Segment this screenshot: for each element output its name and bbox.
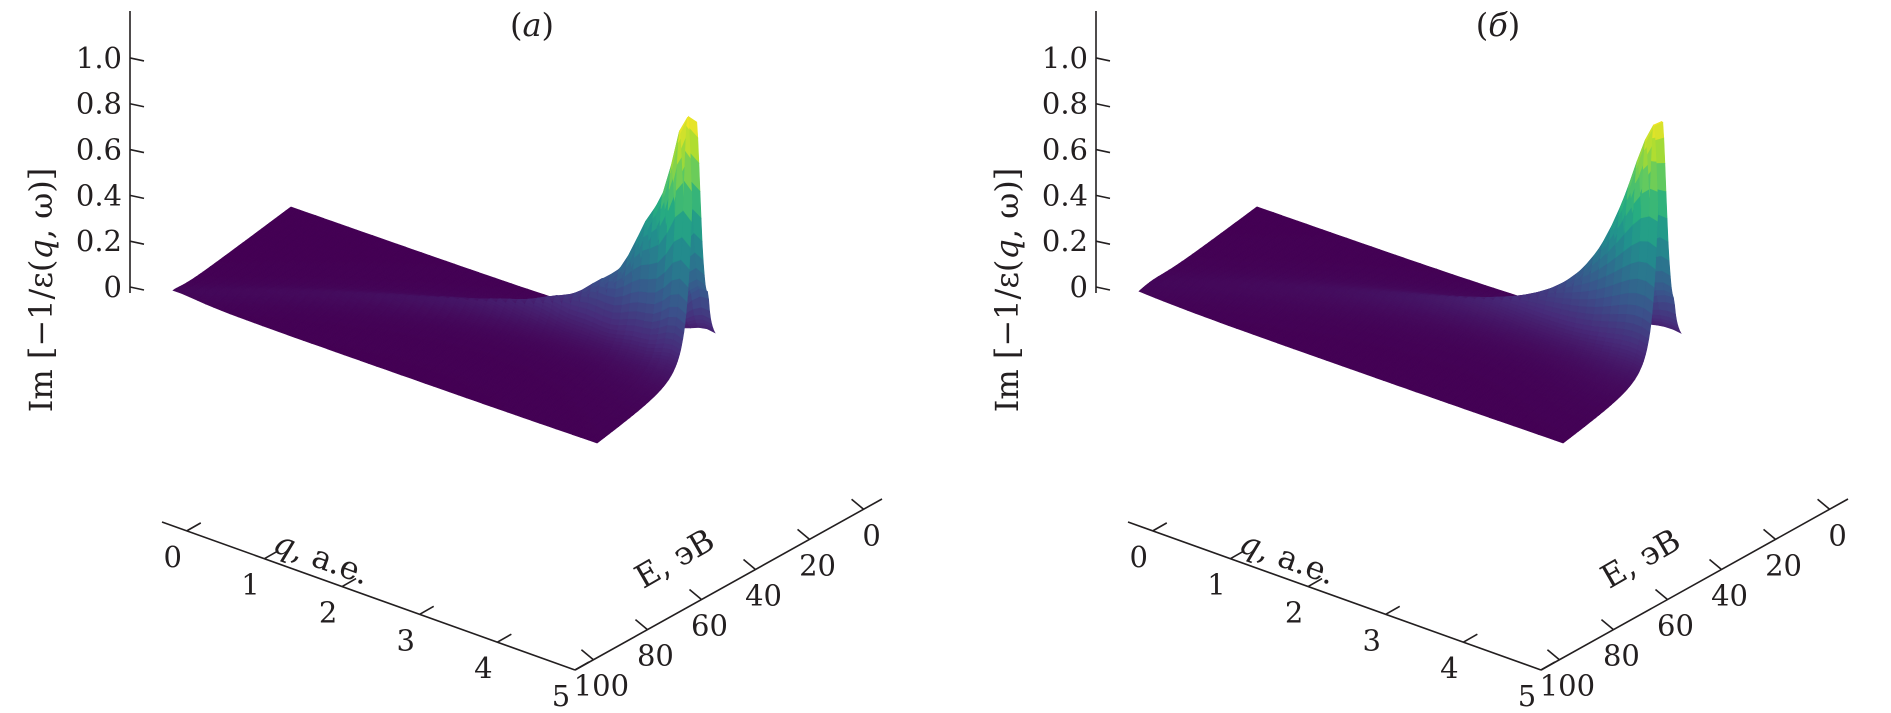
surface-facet	[616, 329, 627, 336]
surface-facet	[611, 311, 622, 320]
surface-facet	[617, 324, 628, 331]
surface-a	[172, 115, 716, 444]
surface-facet	[612, 304, 623, 313]
surface-facet	[610, 318, 621, 326]
panel-title-a: (а)	[510, 6, 554, 44]
surface-facet	[606, 287, 617, 298]
chart-panel-a: (а) 0 0.2 0.4 0.6 0.8 1.0 0 1 2 3 4 5 0 20 40 60 80 100 I…	[0, 0, 945, 713]
